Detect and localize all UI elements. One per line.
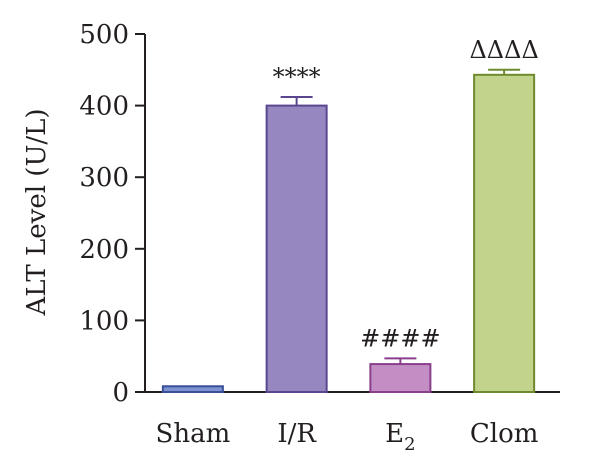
- category-label: Sham: [156, 419, 231, 449]
- bars: **** #### ΔΔΔΔ: [161, 36, 539, 394]
- y-tick-label: 200: [79, 235, 129, 265]
- y-tick-label: 400: [79, 92, 129, 122]
- category-label-subscript: 2: [404, 434, 415, 455]
- y-tick-label: 100: [79, 306, 129, 336]
- bar-sham: [161, 385, 224, 394]
- category-label-text: I/R: [277, 419, 317, 449]
- y-axis: 0 100 200 300 400 500: [79, 20, 146, 408]
- category-labels: Sham I/R E2 Clom: [156, 419, 539, 455]
- significance-annotation: ####: [360, 324, 440, 352]
- significance-annotation: ΔΔΔΔ: [469, 36, 538, 64]
- category-label-text: Sham: [156, 419, 231, 449]
- bar-e2: [369, 363, 432, 393]
- significance-annotation: ****: [273, 63, 321, 91]
- category-label-text: Clom: [470, 419, 539, 449]
- bar-clom: [473, 73, 536, 393]
- y-tick-label: 300: [79, 163, 129, 193]
- bar-i-r: [265, 104, 328, 393]
- y-axis-label: ALT Level (U/L): [22, 108, 52, 316]
- category-label: E2: [385, 419, 415, 455]
- y-tick-label: 0: [112, 378, 129, 408]
- category-label: I/R: [277, 419, 317, 449]
- category-label: Clom: [470, 419, 539, 449]
- category-label-text: E: [385, 419, 404, 449]
- y-tick-label: 500: [79, 20, 129, 50]
